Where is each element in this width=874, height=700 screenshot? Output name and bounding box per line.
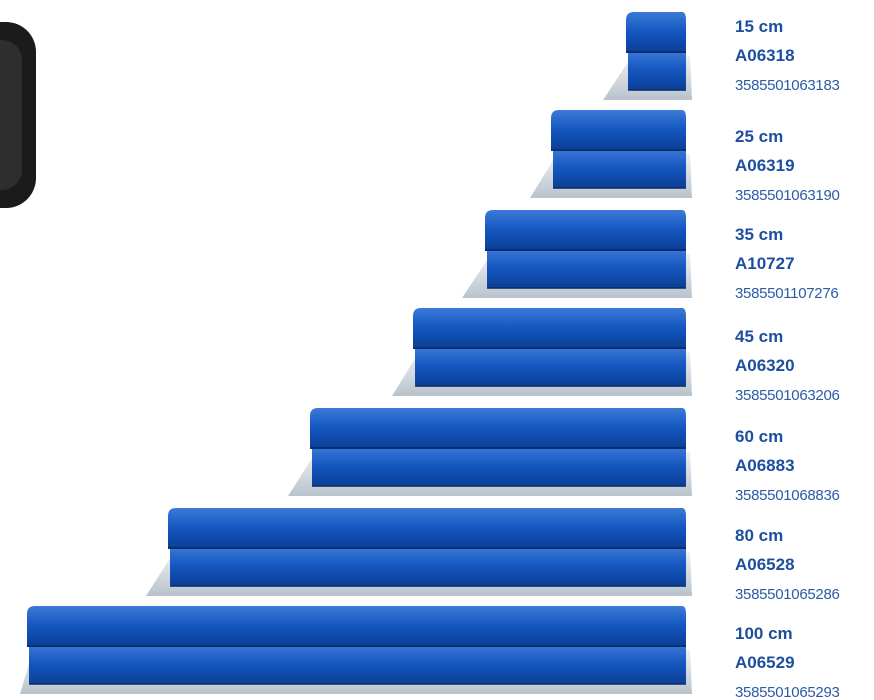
product-size: 25 cm: [735, 127, 783, 146]
product-code: A06528: [735, 555, 795, 574]
handle: [413, 308, 686, 348]
product-code: A06319: [735, 156, 795, 175]
blade: [170, 546, 686, 586]
product-size: 35 cm: [735, 225, 783, 244]
product-ean: 3585501065293: [735, 684, 840, 700]
handle: [551, 110, 686, 150]
product-ean: 3585501107276: [735, 285, 838, 302]
product-ean: 3585501063183: [735, 77, 840, 94]
handle: [27, 606, 686, 646]
product-size: 45 cm: [735, 327, 783, 346]
product-size: 15 cm: [735, 17, 783, 36]
product-code: A06320: [735, 356, 795, 375]
product-code: A06529: [735, 653, 795, 672]
product-ean: 3585501065286: [735, 586, 840, 603]
blade: [415, 346, 686, 386]
handle: [485, 210, 686, 250]
product-size: 80 cm: [735, 526, 783, 545]
product-code: A06318: [735, 46, 795, 65]
black-handle-shade: [0, 40, 22, 190]
blade: [312, 446, 686, 486]
handle: [310, 408, 686, 448]
blade: [29, 644, 686, 684]
handle: [168, 508, 686, 548]
product-ean: 3585501063190: [735, 187, 840, 204]
product-size: 60 cm: [735, 427, 783, 446]
product-code: A06883: [735, 456, 795, 475]
handle: [626, 12, 686, 52]
blade: [487, 248, 686, 288]
product-code: A10727: [735, 254, 795, 273]
product-ean: 3585501068836: [735, 487, 840, 504]
blade: [553, 148, 686, 188]
product-ean: 3585501063206: [735, 387, 840, 404]
blade: [628, 50, 686, 90]
product-size: 100 cm: [735, 624, 793, 643]
